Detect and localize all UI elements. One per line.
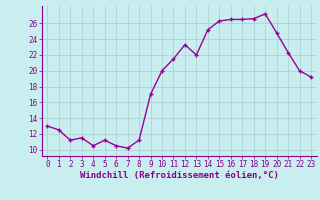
X-axis label: Windchill (Refroidissement éolien,°C): Windchill (Refroidissement éolien,°C): [80, 171, 279, 180]
